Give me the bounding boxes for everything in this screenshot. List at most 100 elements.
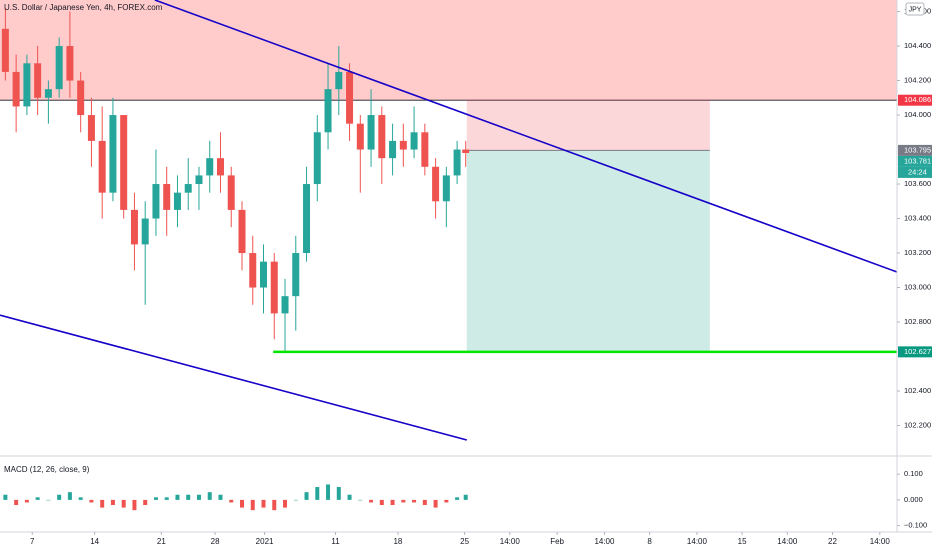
macd-y-tick-label: 0.100 (904, 469, 923, 478)
candle-body (55, 46, 63, 90)
macd-y-tick-label: 0.000 (904, 495, 923, 504)
x-tick-label: 14:00 (777, 537, 798, 546)
candle-body (141, 218, 149, 245)
macd-bar (14, 499, 19, 506)
currency-badge[interactable] (905, 2, 925, 16)
candle-body (335, 71, 343, 90)
x-tick-label: 14 (90, 537, 99, 546)
macd-bar (272, 499, 277, 511)
resistance-zone (0, 0, 897, 101)
x-tick-label: 14:00 (594, 537, 615, 546)
macd-bar (132, 499, 137, 511)
candle-body (281, 296, 289, 314)
macd-title: MACD (12, 26, close, 9) (4, 465, 90, 474)
candle-body (249, 253, 257, 288)
candle-body (270, 261, 278, 314)
chart-title: U.S. Dollar / Japanese Yen, 4h, FOREX.co… (4, 3, 163, 12)
macd-bar (110, 499, 115, 506)
candle-body (87, 115, 95, 141)
price-label: 104.086 (904, 95, 931, 104)
y-tick-label: 102.800 (904, 317, 931, 326)
y-tick-label: 104.000 (904, 110, 931, 119)
candle-body (238, 209, 246, 254)
candle-body (23, 63, 31, 107)
x-tick-label: 15 (738, 537, 747, 546)
macd-bar (369, 499, 374, 503)
macd-bar (196, 494, 201, 500)
candle-body (227, 175, 235, 210)
macd-bar (347, 494, 352, 500)
trendline (154, 0, 898, 273)
macd-y-tick-label: −0.100 (904, 521, 927, 530)
y-tick-label: 103.400 (904, 214, 931, 223)
candle-body (34, 63, 42, 98)
x-tick-label: 8 (647, 537, 652, 546)
candle-body (389, 140, 397, 159)
candle-body (378, 115, 386, 159)
candle-body (367, 115, 375, 150)
macd-bar (78, 497, 83, 500)
y-tick-label: 103.600 (904, 179, 931, 188)
candle-body (313, 132, 321, 185)
countdown: 24:24 (908, 167, 927, 176)
price-label-bg (898, 94, 932, 106)
candle-body (12, 71, 20, 107)
candle-body (292, 253, 300, 297)
macd-bar (239, 499, 244, 508)
price-label: 103.781 (904, 156, 931, 165)
macd-bar (35, 497, 40, 500)
candle-body (324, 89, 332, 133)
macd-bar (401, 499, 406, 503)
x-tick-label: 2021 (256, 537, 274, 546)
currency: JPY (909, 6, 922, 13)
y-tick-label: 102.200 (904, 420, 931, 429)
y-tick-label: 104.200 (904, 76, 931, 85)
candle-body (184, 184, 192, 193)
candle-body (109, 115, 117, 193)
price-axis-bg (897, 0, 932, 550)
y-tick-label: 103.000 (904, 283, 931, 292)
price-label-bg (898, 155, 932, 167)
macd-bar (229, 499, 234, 503)
macd-bar (121, 499, 126, 508)
macd-bar (283, 499, 288, 508)
price-label-bg (898, 346, 932, 358)
stop-zone (466, 99, 710, 151)
countdown-bg (898, 166, 932, 178)
x-tick-label: 14:00 (687, 537, 708, 546)
candle-body (216, 158, 224, 176)
macd-bar (46, 499, 51, 501)
candle-body (1, 28, 9, 72)
candle-body (195, 175, 203, 185)
candle-body (462, 149, 470, 153)
macd-bar (143, 499, 148, 506)
x-tick-label: 21 (157, 537, 166, 546)
macd-bar (336, 487, 341, 500)
candle-body (163, 184, 171, 210)
candle-body (410, 132, 418, 150)
candle-body (130, 209, 138, 245)
macd-bar (207, 492, 212, 500)
candle-body (173, 192, 181, 210)
candle-body (303, 184, 311, 254)
x-tick-label: 14:00 (500, 537, 521, 546)
y-tick-label: 102.400 (904, 386, 931, 395)
candle-body (152, 184, 160, 219)
candle-body (98, 140, 106, 193)
macd-bar (24, 499, 29, 503)
candle-body (77, 80, 85, 116)
macd-bar (358, 499, 363, 501)
macd-bar (412, 499, 417, 503)
macd-bar (186, 494, 191, 500)
macd-bar (57, 494, 62, 500)
macd-bar (218, 494, 223, 500)
price-label-bg (898, 144, 932, 156)
macd-bar (455, 497, 460, 500)
macd-bar (164, 497, 169, 500)
macd-bar (153, 497, 158, 500)
candle-body (399, 140, 407, 150)
x-tick-label: 11 (331, 537, 340, 546)
candle-body (346, 71, 354, 124)
